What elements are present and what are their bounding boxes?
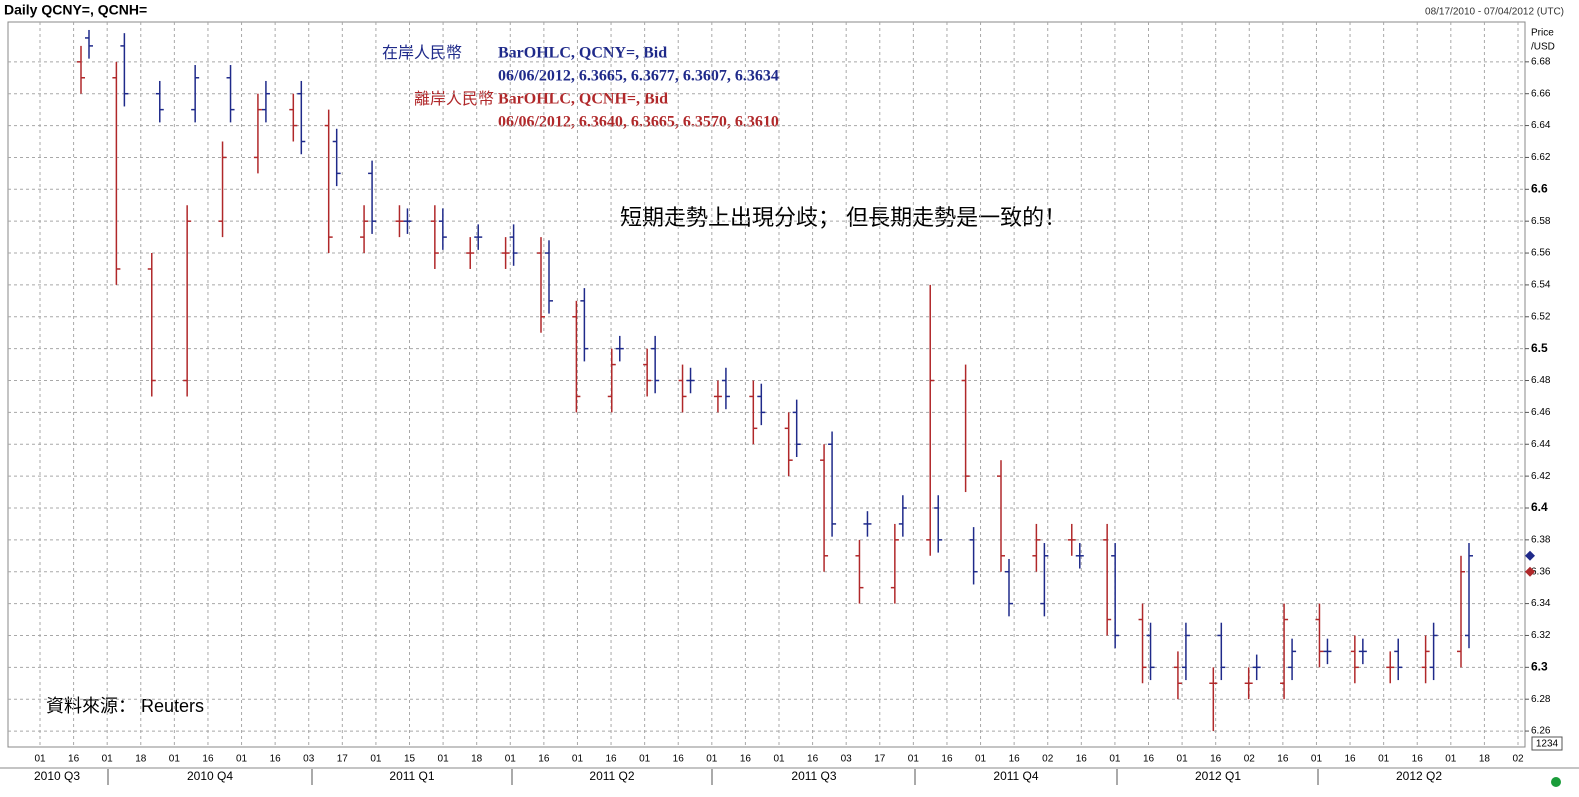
legend-study: BarOHLC, QCNY=, Bid [498, 45, 667, 62]
x-tick-label: 01 [1445, 754, 1457, 765]
x-tick-label: 17 [337, 754, 349, 765]
x-tick-label: 16 [605, 754, 617, 765]
y-tick-label: 6.66 [1531, 88, 1551, 99]
source: 資料來源： Reuters [46, 696, 204, 716]
y-tick-label: 6.68 [1531, 56, 1551, 67]
x-tick-label: 01 [236, 754, 248, 765]
x-tick-label: 16 [1143, 754, 1155, 765]
legend-info: 06/06/2012, 6.3665, 6.3677, 6.3607, 6.36… [498, 68, 779, 85]
x-tick-label: 16 [1412, 754, 1424, 765]
x-tick-label: 18 [1479, 754, 1491, 765]
quarter-label: 2011 Q3 [791, 769, 836, 783]
x-tick-label: 02 [1244, 754, 1256, 765]
quarter-label: 2012 Q1 [1195, 769, 1241, 783]
x-tick-label: 16 [538, 754, 550, 765]
x-tick-label: 01 [773, 754, 785, 765]
x-tick-label: 03 [841, 754, 853, 765]
x-tick-label: 16 [1009, 754, 1021, 765]
x-tick-label: 01 [1109, 754, 1121, 765]
y-tick-label: 6.46 [1531, 407, 1551, 418]
y-tick-label: 6.56 [1531, 248, 1551, 259]
status-dot [1551, 777, 1561, 787]
y-tick-label: 6.4 [1531, 500, 1548, 514]
last-value-marker [1525, 550, 1535, 561]
x-tick-label: 16 [807, 754, 819, 765]
quarter-label: 2010 Q3 [34, 769, 80, 783]
quarter-label: 2011 Q4 [993, 769, 1038, 783]
quarter-label: 2011 Q2 [589, 769, 634, 783]
x-tick-label: 01 [1311, 754, 1323, 765]
x-tick-label: 01 [572, 754, 584, 765]
x-tick-label: 16 [1076, 754, 1088, 765]
x-tick-label: 01 [438, 754, 450, 765]
x-tick-label: 17 [874, 754, 886, 765]
x-tick-label: 01 [102, 754, 114, 765]
y-tick-label: 6.42 [1531, 471, 1551, 482]
x-tick-label: 01 [169, 754, 181, 765]
x-tick-label: 02 [1042, 754, 1054, 765]
chart-title: Daily QCNY=, QCNH= [4, 2, 147, 18]
x-tick-label: 16 [202, 754, 214, 765]
x-tick-label: 16 [673, 754, 685, 765]
y-tick-label: 6.36 [1531, 566, 1551, 577]
last-value-marker [1525, 566, 1535, 577]
x-tick-label: 01 [706, 754, 718, 765]
x-tick-label: 01 [908, 754, 920, 765]
x-tick-label: 01 [1177, 754, 1189, 765]
x-tick-label: 01 [34, 754, 46, 765]
corner-box-label: 1234 [1536, 739, 1559, 750]
quarter-label: 2012 Q2 [1396, 769, 1442, 783]
x-tick-label: 01 [505, 754, 517, 765]
y-tick-label: 6.6 [1531, 181, 1548, 195]
y-tick-label: 6.48 [1531, 375, 1551, 386]
legend-info: 06/06/2012, 6.3640, 6.3665, 6.3570, 6.36… [498, 114, 779, 131]
x-tick-label: 18 [471, 754, 483, 765]
x-tick-label: 01 [1378, 754, 1390, 765]
y-tick-label: 6.34 [1531, 598, 1551, 609]
y-tick-label: 6.64 [1531, 120, 1551, 131]
legend-study: BarOHLC, QCNH=, Bid [498, 91, 668, 108]
y-tick-label: 6.62 [1531, 152, 1551, 163]
x-tick-label: 16 [1210, 754, 1222, 765]
y-tick-label: 6.54 [1531, 280, 1551, 291]
x-tick-label: 01 [975, 754, 987, 765]
x-tick-label: 01 [370, 754, 382, 765]
quarter-label: 2011 Q1 [389, 769, 434, 783]
y-axis-label: /USD [1531, 42, 1555, 53]
annotation: 短期走勢上出現分歧； 但長期走勢是一致的！ [620, 205, 1066, 230]
y-axis-label: Price [1531, 28, 1554, 39]
x-tick-label: 16 [1344, 754, 1356, 765]
y-tick-label: 6.26 [1531, 726, 1551, 737]
legend-name: 離岸人民幣 [414, 90, 494, 108]
y-tick-label: 6.52 [1531, 311, 1551, 322]
x-tick-label: 16 [68, 754, 80, 765]
y-tick-label: 6.3 [1531, 660, 1548, 674]
y-tick-label: 6.32 [1531, 630, 1551, 641]
x-tick-label: 16 [1277, 754, 1289, 765]
x-tick-label: 02 [1512, 754, 1524, 765]
y-tick-label: 6.44 [1531, 439, 1551, 450]
x-tick-label: 03 [303, 754, 315, 765]
quarter-label: 2010 Q4 [187, 769, 233, 783]
y-tick-label: 6.28 [1531, 694, 1551, 705]
corner-box [1531, 736, 1563, 751]
legend-name: 在岸人民幣 [382, 44, 462, 62]
y-tick-label: 6.58 [1531, 216, 1551, 227]
x-tick-label: 18 [135, 754, 147, 765]
x-tick-label: 15 [404, 754, 416, 765]
x-tick-label: 16 [270, 754, 282, 765]
date-range: 08/17/2010 - 07/04/2012 (UTC) [1425, 7, 1564, 18]
x-tick-label: 16 [941, 754, 953, 765]
y-tick-label: 6.5 [1531, 341, 1548, 355]
plot-layer: 6.26 6.28 6.3 6.32 6.34 6.36 6.38 6.4 6.42 6.44 6.… [8, 22, 1551, 785]
x-tick-label: 16 [740, 754, 752, 765]
x-tick-label: 01 [639, 754, 651, 765]
y-tick-label: 6.38 [1531, 534, 1551, 545]
plot-frame [7, 21, 1526, 748]
